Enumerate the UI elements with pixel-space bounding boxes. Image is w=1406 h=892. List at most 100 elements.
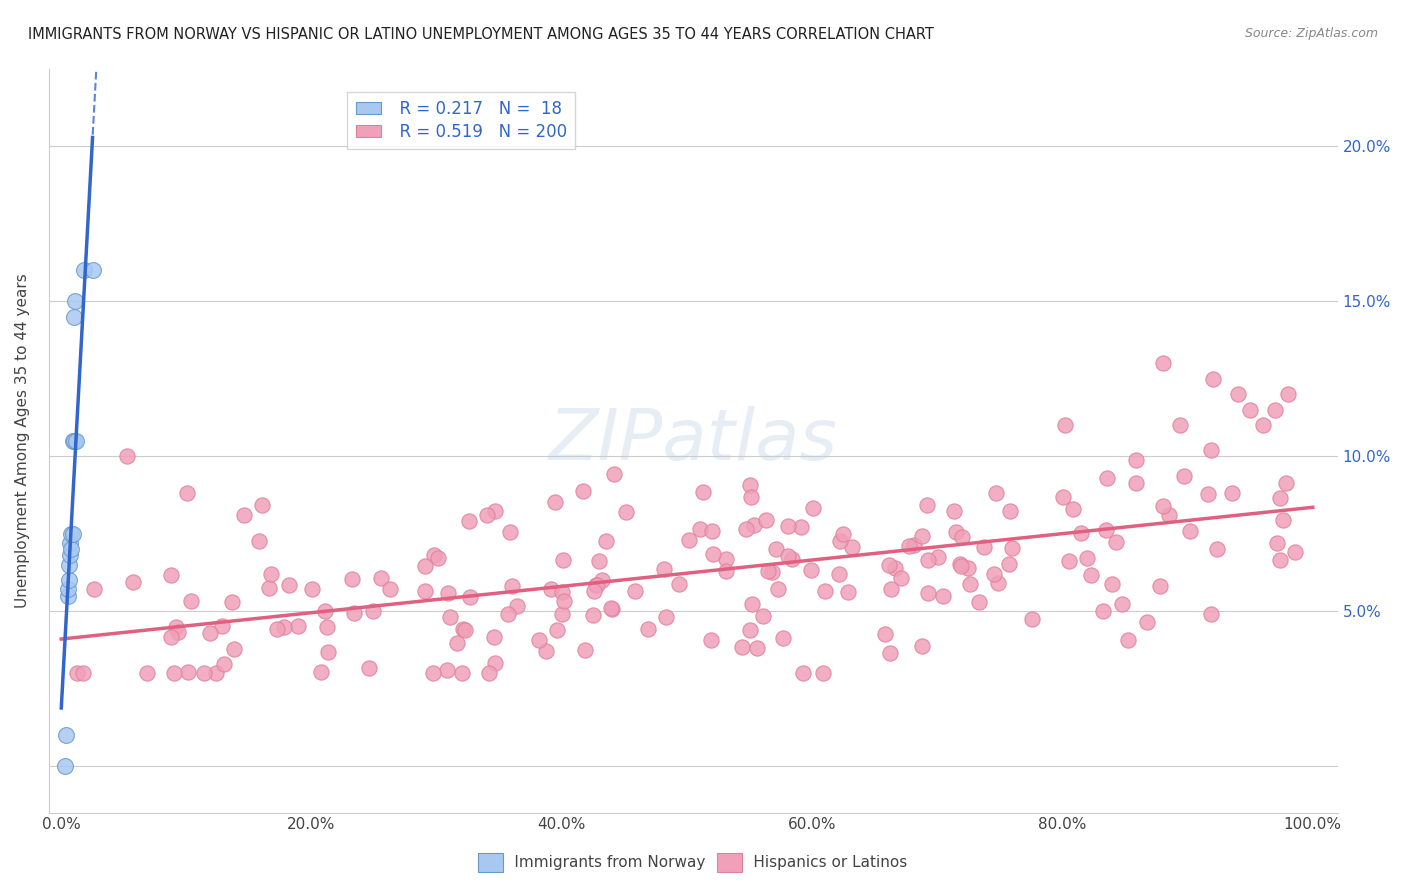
Point [689, 522, 711, 536]
Point [949, 557, 972, 571]
Point [1265, 536, 1288, 550]
Point [451, 622, 474, 636]
Point [58, 558, 80, 572]
Point [66, 666, 89, 681]
Point [457, 514, 479, 528]
Point [595, 533, 617, 548]
Point [702, 548, 724, 562]
Point [1149, 579, 1171, 593]
Point [53, 759, 76, 773]
Point [1062, 501, 1084, 516]
Point [73, 263, 96, 277]
Point [1201, 607, 1223, 622]
Point [956, 561, 979, 575]
Point [731, 640, 754, 654]
Point [266, 622, 288, 636]
Point [343, 607, 366, 621]
Point [692, 485, 714, 500]
Point [1125, 476, 1147, 491]
Point [1136, 615, 1159, 629]
Point [484, 656, 506, 670]
Point [917, 585, 939, 599]
Point [163, 666, 186, 681]
Point [603, 467, 626, 482]
Point [115, 449, 138, 463]
Point [903, 538, 925, 552]
Point [1000, 504, 1022, 518]
Point [761, 566, 783, 580]
Point [890, 571, 912, 585]
Point [56, 582, 79, 597]
Point [700, 633, 723, 648]
Point [59, 536, 82, 550]
Point [582, 607, 605, 622]
Point [193, 666, 215, 681]
Point [544, 495, 567, 509]
Point [378, 582, 401, 596]
Point [998, 557, 1021, 571]
Point [436, 663, 458, 677]
Point [426, 551, 449, 566]
Point [165, 620, 187, 634]
Point [772, 631, 794, 645]
Point [200, 626, 222, 640]
Point [927, 550, 949, 565]
Point [167, 625, 190, 640]
Point [160, 630, 183, 644]
Point [932, 589, 955, 603]
Point [600, 602, 623, 616]
Point [527, 633, 550, 648]
Point [1080, 568, 1102, 582]
Point [1201, 443, 1223, 458]
Point [278, 578, 301, 592]
Point [841, 540, 863, 554]
Point [83, 582, 105, 596]
Point [917, 552, 939, 566]
Point [776, 519, 799, 533]
Point [211, 619, 233, 633]
Point [911, 529, 934, 543]
Point [1277, 387, 1299, 401]
Point [59, 548, 82, 562]
Point [1125, 453, 1147, 467]
Point [484, 504, 506, 518]
Point [765, 541, 787, 556]
Point [318, 645, 340, 659]
Point [475, 508, 498, 522]
Point [1239, 402, 1261, 417]
Point [1057, 554, 1080, 568]
Point [700, 524, 723, 539]
Point [224, 641, 246, 656]
Point [501, 579, 523, 593]
Point [122, 574, 145, 589]
Point [755, 513, 778, 527]
Point [478, 666, 501, 681]
Point [790, 520, 813, 534]
Point [915, 498, 938, 512]
Point [60, 542, 83, 557]
Point [1173, 468, 1195, 483]
Point [1268, 491, 1291, 505]
Point [553, 594, 575, 608]
Point [250, 498, 273, 512]
Point [832, 527, 855, 541]
Point [413, 558, 436, 573]
Point [506, 599, 529, 613]
Point [273, 620, 295, 634]
Point [877, 558, 900, 573]
Point [370, 571, 392, 585]
Point [637, 622, 659, 636]
Text: ZIPatlas: ZIPatlas [548, 406, 838, 475]
Point [668, 577, 690, 591]
Point [361, 604, 384, 618]
Point [616, 505, 638, 519]
Point [301, 582, 323, 596]
Point [287, 619, 309, 633]
Point [63, 293, 86, 308]
Point [55, 728, 77, 742]
Point [359, 660, 381, 674]
Point [1001, 541, 1024, 555]
Point [950, 559, 973, 574]
Text: IMMIGRANTS FROM NORWAY VS HISPANIC OR LATINO UNEMPLOYMENT AMONG AGES 35 TO 44 YE: IMMIGRANTS FROM NORWAY VS HISPANIC OR LA… [28, 27, 934, 42]
Point [160, 568, 183, 582]
